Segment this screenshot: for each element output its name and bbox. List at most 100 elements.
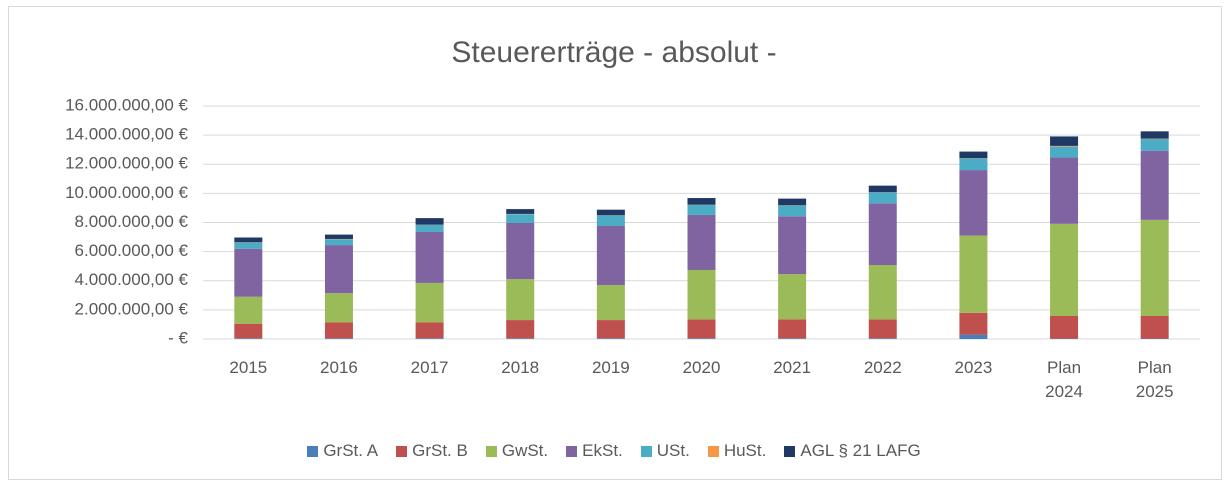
bar-segment bbox=[687, 198, 716, 205]
y-tick-label: 4.000.000,00 € bbox=[75, 270, 189, 289]
bar-segment bbox=[778, 274, 807, 320]
legend-item: GrSt. B bbox=[396, 441, 468, 461]
bar-segment bbox=[868, 185, 897, 193]
bar-segment bbox=[687, 269, 716, 320]
bar-segment bbox=[778, 205, 807, 217]
bar-segment bbox=[596, 338, 625, 339]
bar-segment bbox=[506, 320, 535, 339]
bar-segment bbox=[234, 338, 263, 339]
bar-segment bbox=[596, 285, 625, 321]
bar-segment bbox=[324, 322, 353, 339]
bar-segment bbox=[415, 322, 444, 339]
legend-label: EkSt. bbox=[582, 441, 623, 460]
bar-segment bbox=[324, 239, 353, 246]
bar-segment bbox=[1050, 223, 1079, 316]
legend-swatch bbox=[396, 445, 408, 457]
x-tick-label: 2023 bbox=[954, 358, 993, 377]
bar-segment bbox=[687, 338, 716, 339]
x-tick-label: 2016 bbox=[320, 358, 358, 377]
bar-segment bbox=[959, 334, 988, 339]
legend-swatch bbox=[566, 445, 578, 457]
legend-item: GrSt. A bbox=[307, 441, 378, 461]
y-tick-label: 14.000.000,00 € bbox=[65, 125, 188, 144]
y-tick-label: 2.000.000,00 € bbox=[75, 299, 189, 318]
x-tick-label: 2015 bbox=[229, 358, 268, 377]
bar-segment bbox=[778, 198, 807, 206]
x-tick-label: 2018 bbox=[501, 358, 540, 377]
y-tick-label: - € bbox=[168, 328, 188, 347]
bar-segment bbox=[868, 338, 897, 339]
y-tick-label: 8.000.000,00 € bbox=[75, 212, 189, 231]
bar-segment bbox=[506, 222, 535, 280]
legend-label: USt. bbox=[656, 441, 690, 460]
x-tick-label: 2017 bbox=[410, 358, 449, 377]
legend-swatch bbox=[784, 445, 796, 457]
chart-frame bbox=[8, 6, 1222, 480]
bar-segment bbox=[506, 338, 535, 339]
bar-segment bbox=[868, 203, 897, 266]
legend-item: HuSt. bbox=[707, 441, 767, 461]
bar-segment bbox=[687, 205, 716, 215]
legend-label: HuSt. bbox=[723, 441, 767, 460]
legend-item: GwSt. bbox=[485, 441, 549, 461]
bar-segment bbox=[1050, 157, 1079, 224]
bar-segment bbox=[234, 323, 263, 339]
bar-segment bbox=[1050, 315, 1079, 339]
bar-segment bbox=[1140, 150, 1169, 220]
bar-segment bbox=[415, 338, 444, 339]
bar-segment bbox=[959, 170, 988, 236]
bar-segment bbox=[868, 265, 897, 320]
bar-segment bbox=[959, 151, 988, 159]
bar-segment bbox=[596, 209, 625, 216]
bar-segment bbox=[596, 320, 625, 339]
bar-segment bbox=[1050, 136, 1079, 146]
bar-segment bbox=[234, 248, 263, 297]
legend: GrSt. A GrSt. B GwSt. EkSt. USt. HuSt. AGL § 2… bbox=[0, 441, 1228, 461]
y-tick-label: 6.000.000,00 € bbox=[75, 241, 189, 260]
bar-segment bbox=[959, 235, 988, 313]
bar-segment bbox=[1140, 131, 1169, 139]
legend-swatch bbox=[485, 445, 497, 457]
bar-segment bbox=[324, 293, 353, 323]
bar-segment bbox=[959, 158, 988, 171]
bar-segment bbox=[415, 224, 444, 232]
y-tick-label: 10.000.000,00 € bbox=[65, 183, 188, 202]
x-tick-label: 2019 bbox=[591, 358, 630, 377]
bar-segment bbox=[778, 319, 807, 339]
bar-segment bbox=[324, 245, 353, 294]
bar-segment bbox=[687, 319, 716, 339]
bar-segment bbox=[1050, 145, 1079, 147]
bar-segment bbox=[415, 282, 444, 323]
legend-label: GwSt. bbox=[501, 441, 549, 460]
x-tick-label: 2022 bbox=[863, 358, 902, 377]
bar-segment bbox=[778, 338, 807, 339]
bar-segment bbox=[506, 214, 535, 223]
legend-item: USt. bbox=[640, 441, 690, 461]
x-tick-label: 2020 bbox=[682, 358, 721, 377]
legend-label: AGL § 21 LAFG bbox=[800, 441, 921, 460]
x-tick-label: Plan 2025 bbox=[1135, 358, 1174, 401]
legend-label: GrSt. B bbox=[412, 441, 468, 460]
x-tick-label: 2021 bbox=[773, 358, 812, 377]
bar-segment bbox=[596, 225, 625, 286]
bar-segment bbox=[596, 215, 625, 226]
bar-segment bbox=[324, 234, 353, 239]
bar-segment bbox=[1140, 315, 1169, 339]
bar-segment bbox=[959, 312, 988, 335]
bar-segment bbox=[1140, 219, 1169, 316]
bar-segment bbox=[234, 296, 263, 324]
legend-swatch bbox=[707, 445, 719, 457]
bar-segment bbox=[415, 218, 444, 225]
bar-segment bbox=[506, 209, 535, 214]
bar-segment bbox=[687, 214, 716, 270]
bar-segment bbox=[1050, 146, 1079, 158]
x-tick-label: Plan 2024 bbox=[1045, 358, 1083, 401]
legend-item: EkSt. bbox=[566, 441, 623, 461]
bar-segment bbox=[506, 279, 535, 321]
bar-segment bbox=[324, 338, 353, 339]
legend-label: GrSt. A bbox=[323, 441, 379, 460]
y-tick-label: 16.000.000,00 € bbox=[65, 95, 188, 114]
legend-item: AGL § 21 LAFG bbox=[784, 441, 921, 461]
